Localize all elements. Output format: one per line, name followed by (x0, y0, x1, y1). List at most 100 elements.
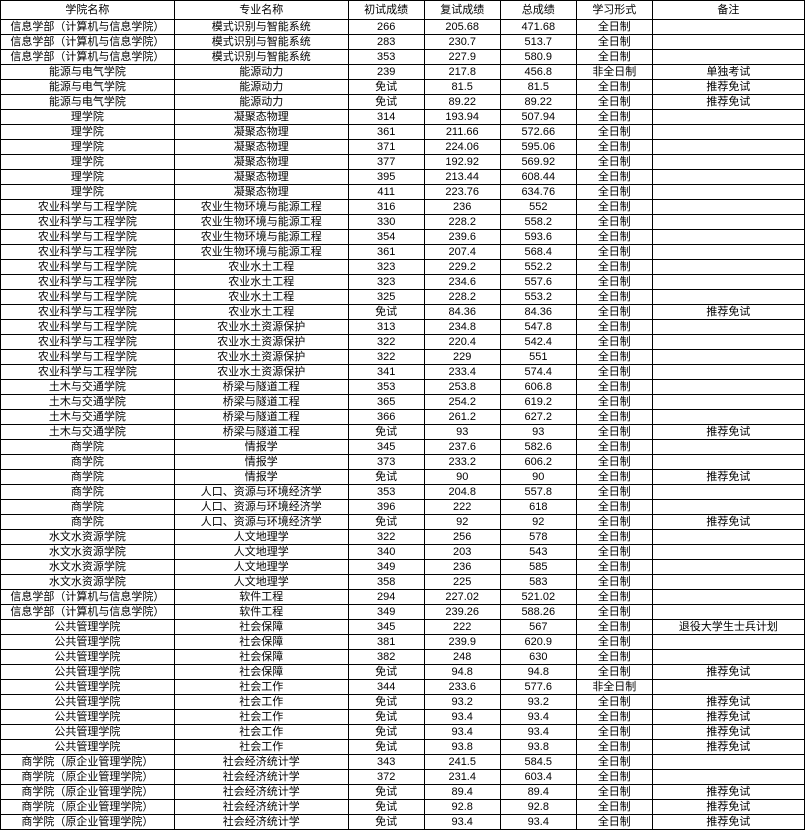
cell: 公共管理学院 (1, 725, 175, 740)
cell: 377 (348, 155, 424, 170)
cell: 84.36 (500, 305, 576, 320)
cell: 223.76 (424, 185, 500, 200)
cell: 免试 (348, 305, 424, 320)
cell: 395 (348, 170, 424, 185)
cell: 理学院 (1, 185, 175, 200)
table-row: 农业科学与工程学院农业水土工程323229.2552.2全日制 (1, 260, 805, 275)
table-row: 商学院情报学373233.2606.2全日制 (1, 455, 805, 470)
cell: 全日制 (576, 500, 652, 515)
cell: 411 (348, 185, 424, 200)
cell (652, 200, 804, 215)
cell: 免试 (348, 80, 424, 95)
cell: 354 (348, 230, 424, 245)
cell: 584.5 (500, 755, 576, 770)
cell: 553.2 (500, 290, 576, 305)
cell: 信息学部（计算机与信息学院） (1, 590, 175, 605)
cell: 人口、资源与环境经济学 (174, 500, 348, 515)
cell: 627.2 (500, 410, 576, 425)
table-row: 公共管理学院社会工作免试93.493.4全日制推荐免试 (1, 710, 805, 725)
table-row: 农业科学与工程学院农业水土资源保护313234.8547.8全日制 (1, 320, 805, 335)
cell: 全日制 (576, 35, 652, 50)
table-row: 信息学部（计算机与信息学院）软件工程349239.26588.26全日制 (1, 605, 805, 620)
cell: 全日制 (576, 455, 652, 470)
cell: 316 (348, 200, 424, 215)
cell: 农业水土资源保护 (174, 335, 348, 350)
cell: 农业水土工程 (174, 290, 348, 305)
table-row: 理学院凝聚态物理395213.44608.44全日制 (1, 170, 805, 185)
table-row: 信息学部（计算机与信息学院）模式识别与智能系统266205.68471.68全日… (1, 20, 805, 35)
cell: 239.6 (424, 230, 500, 245)
cell: 社会经济统计学 (174, 755, 348, 770)
cell (652, 635, 804, 650)
cell: 全日制 (576, 620, 652, 635)
cell: 全日制 (576, 170, 652, 185)
cell: 公共管理学院 (1, 620, 175, 635)
cell: 农业科学与工程学院 (1, 260, 175, 275)
cell: 推荐免试 (652, 95, 804, 110)
cell: 全日制 (576, 470, 652, 485)
table-row: 信息学部（计算机与信息学院）模式识别与智能系统283230.7513.7全日制 (1, 35, 805, 50)
cell: 93.2 (424, 695, 500, 710)
cell: 社会工作 (174, 725, 348, 740)
cell: 618 (500, 500, 576, 515)
cell: 农业水土工程 (174, 260, 348, 275)
cell: 192.92 (424, 155, 500, 170)
cell: 全日制 (576, 365, 652, 380)
cell: 人文地理学 (174, 545, 348, 560)
table-row: 农业科学与工程学院农业水土工程免试84.3684.36全日制推荐免试 (1, 305, 805, 320)
cell: 桥梁与隧道工程 (174, 395, 348, 410)
cell: 345 (348, 620, 424, 635)
cell: 89.4 (424, 785, 500, 800)
cell: 社会经济统计学 (174, 770, 348, 785)
cell: 全日制 (576, 50, 652, 65)
cell: 558.2 (500, 215, 576, 230)
cell: 土木与交通学院 (1, 380, 175, 395)
cell: 全日制 (576, 425, 652, 440)
cell: 全日制 (576, 560, 652, 575)
cell: 全日制 (576, 155, 652, 170)
cell: 92 (500, 515, 576, 530)
cell: 93.4 (424, 815, 500, 830)
cell: 全日制 (576, 545, 652, 560)
cell: 236 (424, 560, 500, 575)
table-row: 理学院凝聚态物理377192.92569.92全日制 (1, 155, 805, 170)
table-row: 农业科学与工程学院农业水土工程323234.6557.6全日制 (1, 275, 805, 290)
cell: 商学院 (1, 515, 175, 530)
cell: 239.9 (424, 635, 500, 650)
cell: 理学院 (1, 170, 175, 185)
cell: 248 (424, 650, 500, 665)
cell: 239 (348, 65, 424, 80)
cell: 商学院 (1, 470, 175, 485)
cell (652, 125, 804, 140)
cell: 软件工程 (174, 590, 348, 605)
cell: 全日制 (576, 740, 652, 755)
cell: 社会保障 (174, 650, 348, 665)
cell: 免试 (348, 665, 424, 680)
cell: 农业科学与工程学院 (1, 365, 175, 380)
cell: 222 (424, 620, 500, 635)
cell: 凝聚态物理 (174, 125, 348, 140)
cell: 桥梁与隧道工程 (174, 410, 348, 425)
cell: 全日制 (576, 635, 652, 650)
cell: 94.8 (424, 665, 500, 680)
cell: 农业科学与工程学院 (1, 320, 175, 335)
cell: 商学院（原企业管理学院） (1, 815, 175, 830)
cell: 全日制 (576, 395, 652, 410)
cell: 商学院（原企业管理学院） (1, 785, 175, 800)
cell: 全日制 (576, 695, 652, 710)
cell: 94.8 (500, 665, 576, 680)
cell: 社会工作 (174, 680, 348, 695)
cell: 89.22 (424, 95, 500, 110)
table-row: 公共管理学院社会保障381239.9620.9全日制 (1, 635, 805, 650)
cell: 全日制 (576, 110, 652, 125)
cell: 公共管理学院 (1, 665, 175, 680)
cell: 水文水资源学院 (1, 575, 175, 590)
cell: 推荐免试 (652, 740, 804, 755)
table-row: 理学院凝聚态物理371224.06595.06全日制 (1, 140, 805, 155)
cell: 585 (500, 560, 576, 575)
cell: 土木与交通学院 (1, 425, 175, 440)
cell: 322 (348, 335, 424, 350)
cell: 225 (424, 575, 500, 590)
cell (652, 755, 804, 770)
cell: 353 (348, 50, 424, 65)
